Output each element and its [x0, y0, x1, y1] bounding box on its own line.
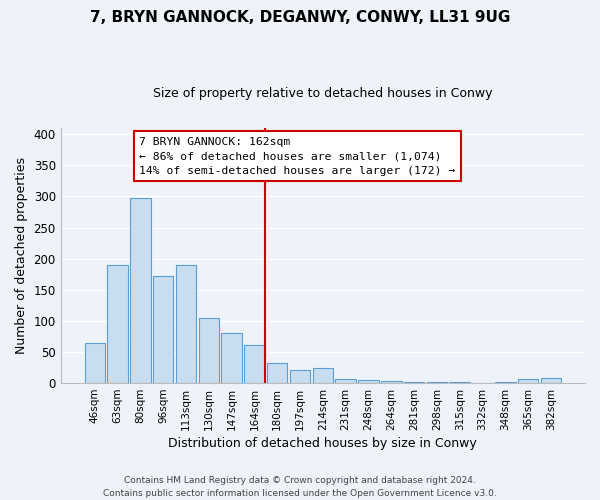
Bar: [290, 370, 310, 383]
Bar: [221, 334, 242, 383]
Bar: [107, 265, 128, 383]
Text: Contains HM Land Registry data © Crown copyright and database right 2024.
Contai: Contains HM Land Registry data © Crown c…: [103, 476, 497, 498]
Bar: [404, 382, 424, 383]
Bar: [518, 378, 538, 383]
Bar: [176, 265, 196, 383]
Y-axis label: Number of detached properties: Number of detached properties: [15, 157, 28, 354]
Bar: [358, 380, 379, 383]
Bar: [335, 378, 356, 383]
X-axis label: Distribution of detached houses by size in Conwy: Distribution of detached houses by size …: [169, 437, 477, 450]
Bar: [199, 318, 219, 383]
Bar: [267, 362, 287, 383]
Bar: [449, 382, 470, 383]
Bar: [541, 378, 561, 383]
Bar: [85, 342, 105, 383]
Bar: [381, 381, 401, 383]
Bar: [153, 276, 173, 383]
Title: Size of property relative to detached houses in Conwy: Size of property relative to detached ho…: [153, 88, 493, 101]
Text: 7, BRYN GANNOCK, DEGANWY, CONWY, LL31 9UG: 7, BRYN GANNOCK, DEGANWY, CONWY, LL31 9U…: [90, 10, 510, 25]
Bar: [495, 382, 515, 383]
Bar: [313, 368, 333, 383]
Text: 7 BRYN GANNOCK: 162sqm
← 86% of detached houses are smaller (1,074)
14% of semi-: 7 BRYN GANNOCK: 162sqm ← 86% of detached…: [139, 137, 455, 176]
Bar: [244, 344, 265, 383]
Bar: [130, 198, 151, 383]
Bar: [427, 382, 447, 383]
